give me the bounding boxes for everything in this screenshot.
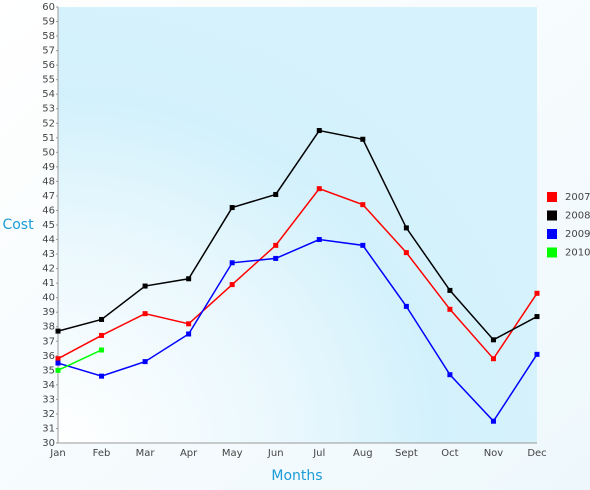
y-tick-label: 48 [42,176,55,187]
legend-label: 2008 [565,211,590,222]
data-point [490,337,496,343]
data-point [403,225,409,231]
y-tick-label: 40 [42,293,55,304]
data-point [55,356,61,362]
data-point [186,331,192,337]
data-point [534,314,540,320]
data-point [99,316,105,322]
data-point [403,303,409,309]
y-tick-label: 60 [42,2,55,13]
data-point [229,260,235,266]
data-point [534,290,540,296]
y-tick-label: 38 [42,322,55,333]
data-point [490,356,496,362]
data-point [229,205,235,211]
series-line [57,129,538,341]
data-point [55,367,61,373]
legend-swatch [547,192,557,202]
data-point [142,283,148,289]
y-tick-label: 56 [42,60,55,71]
y-tick-label: 41 [42,278,55,289]
y-tick-label: 30 [42,438,55,449]
data-point [55,328,61,334]
y-tick-label: 46 [42,205,55,216]
data-point [403,250,409,256]
series-line [57,187,538,360]
data-point [316,186,322,192]
y-tick-label: 45 [42,220,55,231]
legend-swatch [547,247,557,258]
legend-label: 2009 [565,229,590,240]
y-tick-label: 33 [42,394,55,405]
y-tick-label: 31 [42,423,55,434]
data-point [360,202,366,208]
y-tick-label: 52 [42,118,55,129]
x-tick-label: Dec [527,448,546,459]
x-tick-label: Oct [441,448,458,459]
y-tick-label: 35 [42,365,55,376]
y-tick-label: 55 [42,75,55,86]
data-point [273,255,279,261]
y-tick-label: 57 [42,46,55,57]
series-line [57,238,538,423]
legend-label: 2010 [565,248,590,259]
x-tick-label: Jun [267,448,284,459]
data-point [447,306,453,312]
y-tick-label: 32 [42,409,55,420]
y-tick-label: 50 [42,147,55,158]
series-line [57,349,102,372]
x-tick-label: Apr [180,448,198,459]
x-tick-label: Jul [312,448,325,459]
y-tick-label: 42 [42,264,55,275]
data-point [360,136,366,142]
y-tick-label: 37 [42,336,55,347]
data-point [142,359,148,365]
y-tick-label: 39 [42,307,55,318]
data-point [55,360,61,366]
data-point [360,242,366,248]
data-point [229,282,235,288]
data-point [273,191,279,197]
y-tick-label: 49 [42,162,55,173]
y-tick-label: 58 [42,31,55,42]
data-point [534,351,540,357]
y-tick-label: 47 [42,191,55,202]
plot-area [58,7,537,443]
x-tick-label: Sept [395,448,418,459]
data-point [186,276,192,282]
data-point [316,128,322,134]
x-tick-label: Mar [136,448,156,459]
data-point [447,287,453,293]
data-point [316,237,322,243]
x-tick-label: May [222,448,243,459]
y-tick-label: 51 [42,133,55,144]
legend-label: 2007 [565,192,590,203]
y-tick-label: 44 [42,235,55,246]
y-tick-label: 36 [42,351,55,362]
x-tick-label: Nov [484,448,504,459]
y-tick-label: 59 [42,17,55,28]
data-point [490,418,496,424]
x-tick-label: Feb [93,448,111,459]
legend-swatch [547,229,557,239]
x-tick-label: Jan [49,448,65,459]
x-tick-label: Aug [353,448,373,459]
y-tick-label: 53 [42,104,55,115]
data-point [186,321,192,327]
y-tick-label: 54 [42,89,55,100]
y-tick-label: 34 [42,380,55,391]
data-point [142,311,148,317]
data-point [99,332,105,338]
data-point [99,347,105,353]
y-tick-label: 43 [42,249,55,260]
y-axis-title: Cost [2,217,34,233]
data-point [99,373,105,379]
legend-swatch [547,210,557,221]
data-point [273,242,279,248]
data-point [447,372,453,378]
x-axis-title: Months [271,468,322,484]
